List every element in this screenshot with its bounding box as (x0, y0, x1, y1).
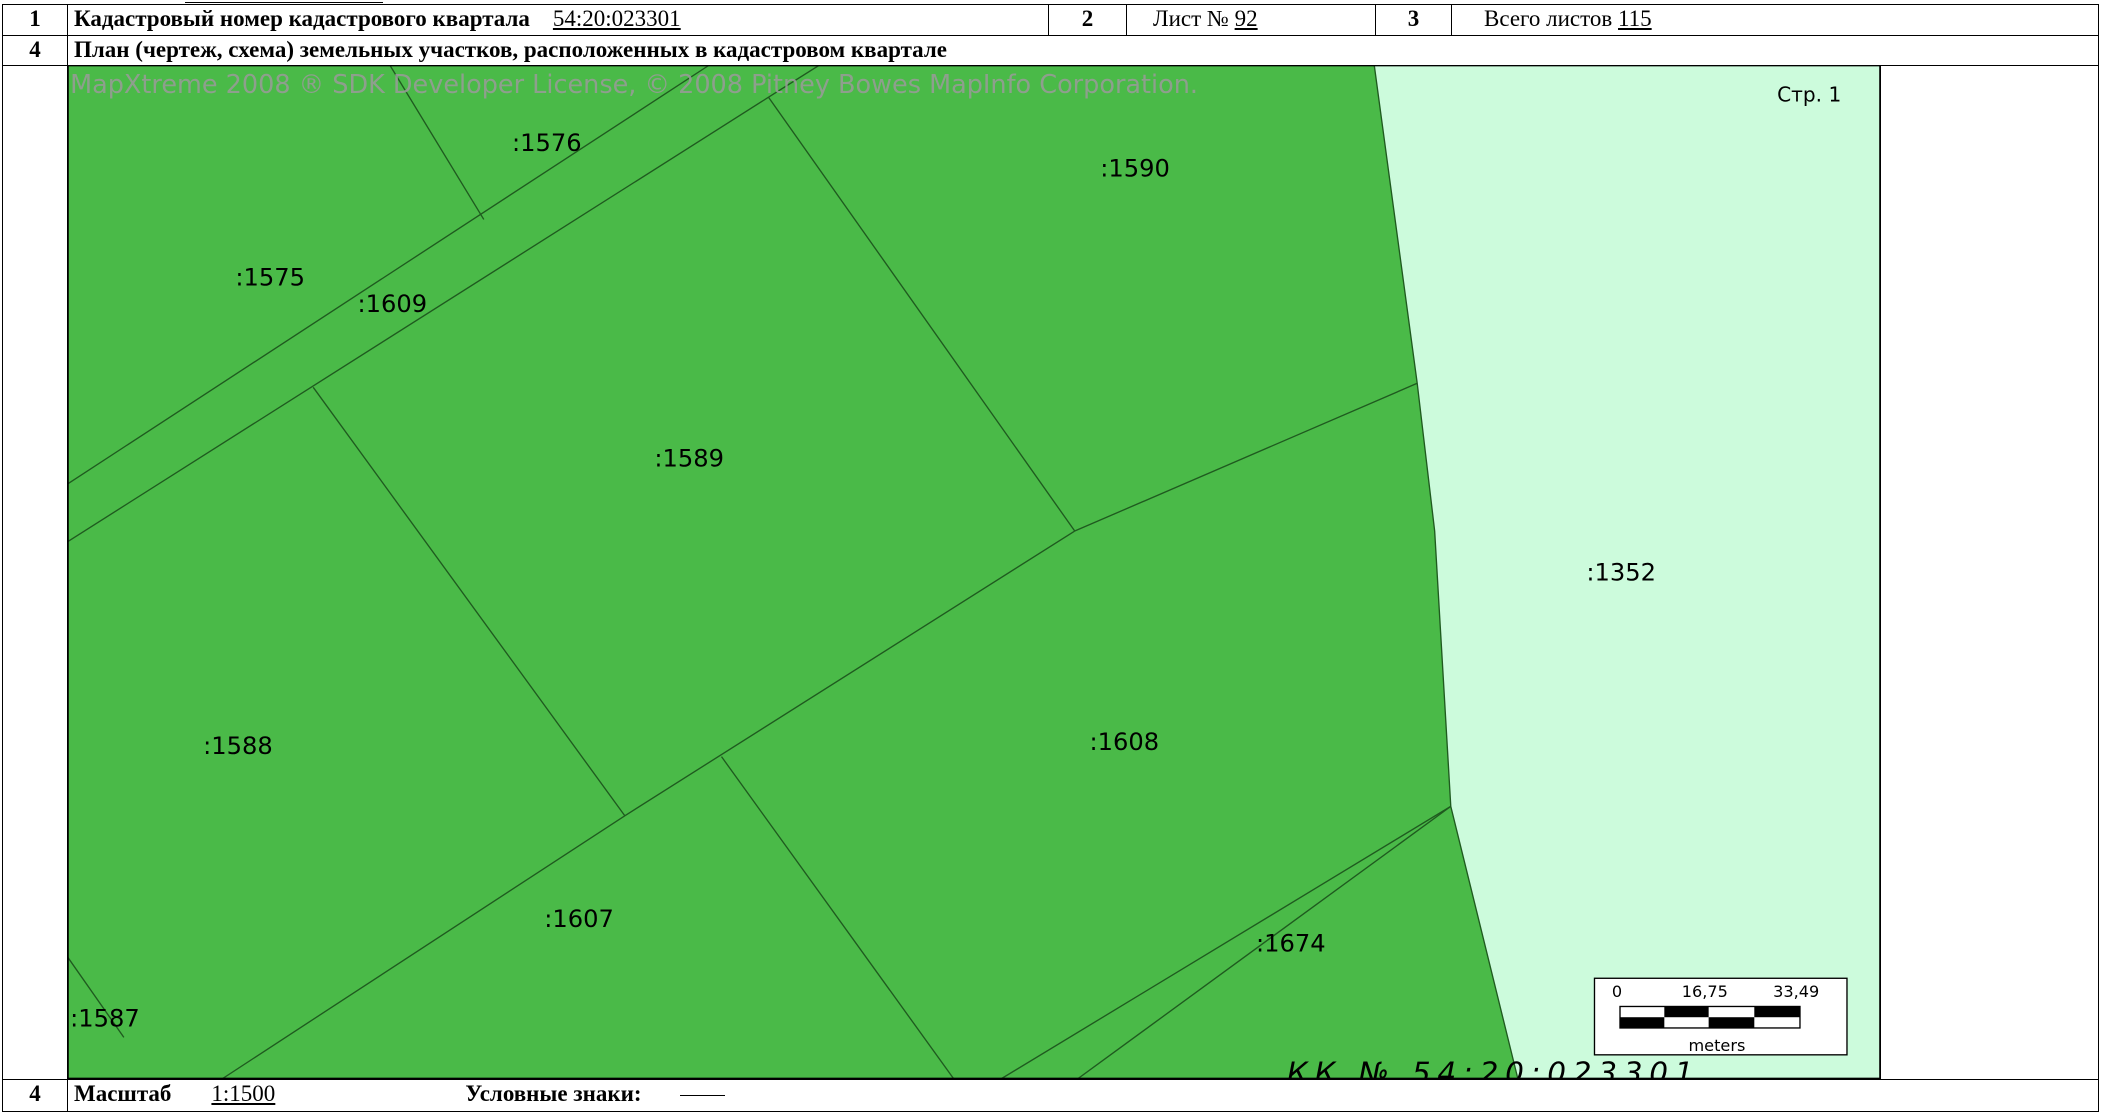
value: 92 (1234, 6, 1258, 31)
scale-seg (1664, 1006, 1709, 1018)
top-fragment-line (185, 2, 383, 3)
map-border (67, 65, 1881, 1079)
cell (1880, 65, 2099, 1080)
map: MapXtreme 2008 ® SDK Developer License, … (67, 65, 1881, 1079)
plan-title: План (чертеж, схема) земельных участков,… (67, 35, 2099, 66)
parcel-label: :1607 (544, 905, 614, 933)
parcel-label: :1587 (70, 1005, 140, 1033)
parcel-label: :1674 (1256, 929, 1326, 957)
label: Всего листов (1484, 6, 1613, 31)
legend-label: Условные знаки: (465, 1081, 642, 1106)
scale-label: Масштаб (74, 1081, 172, 1106)
scale-seg (1754, 1006, 1800, 1018)
cell: Лист № 92 (1126, 4, 1376, 36)
cell-number: 1 (2, 4, 68, 36)
cell: Кадастровый номер кадастрового квартала … (67, 4, 1049, 36)
scale-seg (1708, 1017, 1755, 1028)
page-number: Стр. 1 (1777, 82, 1841, 106)
scale-bar: 0 16,75 33,49 meters (1593, 977, 1848, 1056)
label: Кадастровый номер кадастрового квартала (74, 6, 530, 31)
parcel-label: :1588 (203, 732, 273, 760)
parcel-label: :1576 (512, 129, 582, 157)
parcel-label: :1590 (1100, 154, 1170, 182)
value: 115 (1618, 6, 1652, 31)
quarter-label: КК № 54:20:023301 (1287, 1056, 1700, 1079)
parcel-labels: :1576 :1590 :1575 :1609 :1589 :1352 :158… (70, 129, 1656, 1033)
parcel-label: :1608 (1090, 728, 1160, 756)
cell-number: 4 (2, 35, 68, 66)
scale-seg (1620, 1017, 1665, 1028)
parcel-label: :1575 (235, 263, 305, 291)
scale-value: 1:1500 (211, 1081, 276, 1106)
parcel-label: :1589 (654, 445, 724, 473)
cell-number: 3 (1375, 4, 1452, 36)
legend-line (679, 1095, 725, 1097)
cell (2, 65, 68, 1080)
scale-tick: 33,49 (1773, 982, 1819, 1001)
cell-number: 4 (2, 1079, 68, 1112)
watermark: MapXtreme 2008 ® SDK Developer License, … (70, 70, 1198, 100)
cell: Всего листов 115 (1451, 4, 2099, 36)
scale-unit: meters (1689, 1036, 1746, 1055)
scale-tick: 16,75 (1682, 982, 1728, 1001)
scale-tick: 0 (1612, 982, 1622, 1001)
label: Лист № (1153, 6, 1229, 31)
cell-number: 2 (1048, 4, 1127, 36)
parcel-label: :1352 (1586, 559, 1656, 587)
boundaries (67, 65, 1452, 1079)
value: 54:20:023301 (552, 6, 681, 31)
footer-cell: Масштаб 1:1500 Условные знаки: (67, 1079, 2099, 1112)
parcel-label: :1609 (358, 290, 428, 318)
